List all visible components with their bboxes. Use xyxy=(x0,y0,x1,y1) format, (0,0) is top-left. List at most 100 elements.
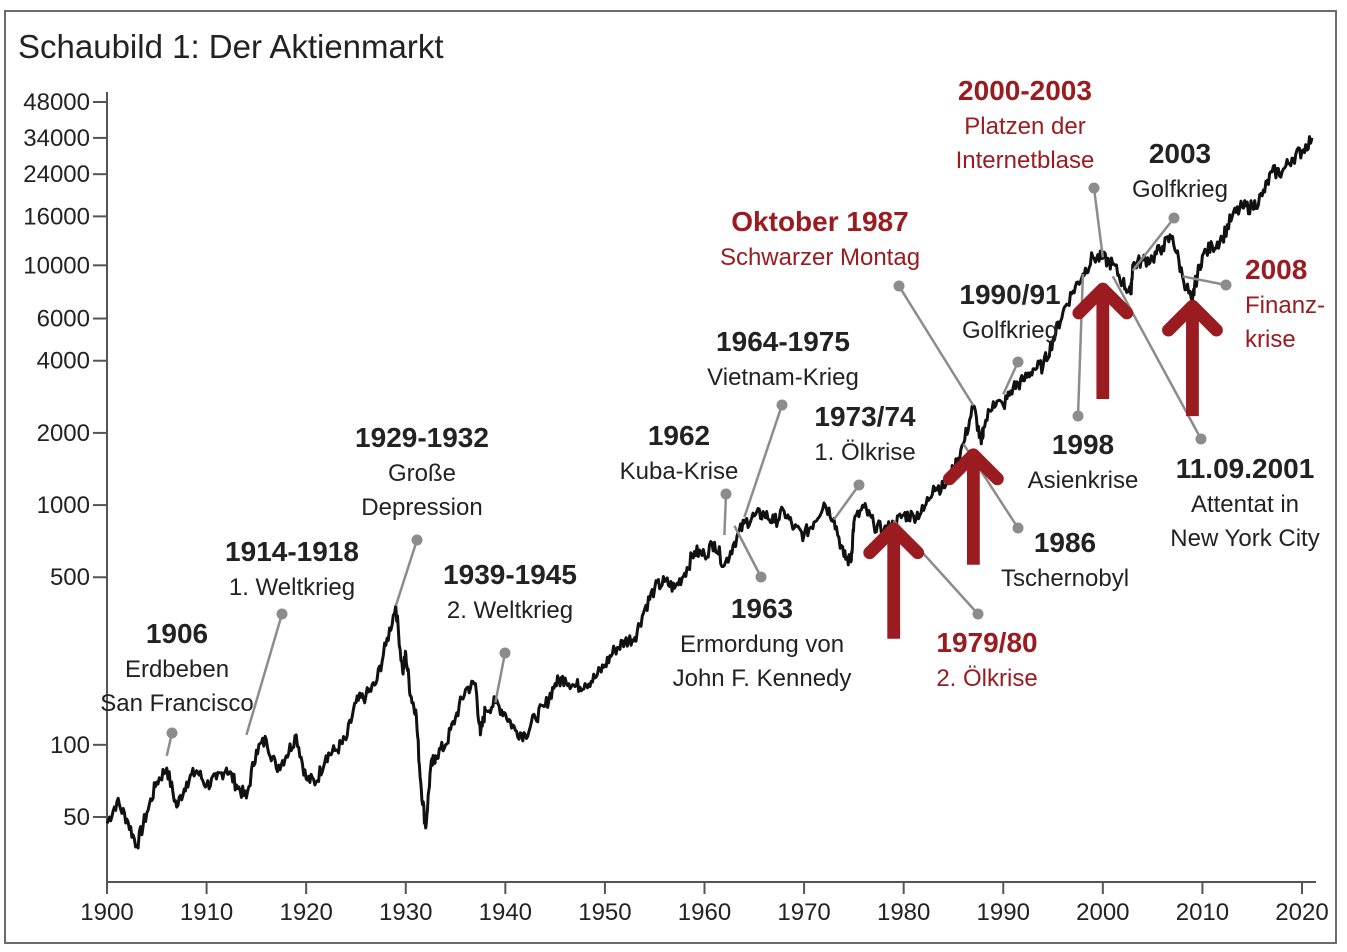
chart-frame xyxy=(4,10,1337,944)
annotation-text-label: Internetblase xyxy=(956,147,1095,174)
annotation-pointer-dot xyxy=(1195,433,1207,445)
annotation-year-label: 1964-1975 xyxy=(716,326,850,357)
annotation-pointer-dot xyxy=(411,534,423,546)
annotation-pointer-dot xyxy=(166,727,178,739)
annotation-text-label: New York City xyxy=(1170,525,1319,552)
x-tick-label: 1930 xyxy=(379,899,432,926)
annotation-text-label: Ermordung von xyxy=(680,631,844,658)
crisis-up-arrow xyxy=(863,522,925,639)
annotation-text-label: John F. Kennedy xyxy=(673,665,852,692)
annotation-year-label: 2008 xyxy=(1245,254,1307,285)
annotation-pointer-dot xyxy=(776,399,788,411)
annotation-text-label: 2. Weltkrieg xyxy=(447,597,573,624)
annotation-pointer-dot xyxy=(1012,522,1024,534)
annotation-text-label: 1. Ölkrise xyxy=(814,439,915,466)
annotation-pointer-dot xyxy=(1012,356,1024,368)
annotation-text-label: Kuba-Krise xyxy=(620,458,739,485)
y-tick-label: 24000 xyxy=(23,161,90,188)
annotation-text-label: Golfkrieg xyxy=(962,317,1058,344)
y-tick-label: 2000 xyxy=(37,420,90,447)
x-tick-label: 1950 xyxy=(578,899,631,926)
annotation-text-label: 2. Ölkrise xyxy=(936,665,1037,692)
annotation-pointer-dot xyxy=(1088,182,1100,194)
crisis-up-arrow xyxy=(1162,299,1223,417)
annotation-year-label: Oktober 1987 xyxy=(731,206,908,237)
x-tick-label: 1970 xyxy=(777,899,830,926)
annotation-text-label: Große xyxy=(388,460,456,487)
annotation-pointer-line xyxy=(1182,275,1227,287)
annotation-pointer-line xyxy=(723,493,728,536)
annotation-pointer-line xyxy=(494,652,507,703)
annotation-year-label: 11.09.2001 xyxy=(1176,453,1315,484)
x-tick-label: 1990 xyxy=(977,899,1030,926)
annotation-text-label: Golfkrieg xyxy=(1132,176,1228,203)
y-tick-label: 10000 xyxy=(23,252,90,279)
annotation-year-label: 1962 xyxy=(648,420,710,451)
y-tick-label: 500 xyxy=(50,564,90,591)
index-series-line xyxy=(105,135,1314,850)
annotation-text-label: Asienkrise xyxy=(1028,467,1139,494)
y-tick-label: 4000 xyxy=(37,348,90,375)
annotation-year-label: 2003 xyxy=(1149,138,1211,169)
annotation-labels: 1906 Erdbeben San Francisco 1914-1918 1. Wel… xyxy=(100,75,1325,717)
x-tick-label: 1920 xyxy=(279,899,332,926)
annotation-year-label: 1986 xyxy=(1034,527,1096,558)
series-layer xyxy=(105,135,1314,850)
annotation-text-label: Tschernobyl xyxy=(1001,565,1129,592)
arrow-head xyxy=(942,448,1004,486)
x-tick-label: 1960 xyxy=(678,899,731,926)
arrow-head xyxy=(863,522,925,560)
annotation-text-label: 1. Weltkrieg xyxy=(229,574,355,601)
annotation-year-label: 1990/91 xyxy=(959,279,1060,310)
annotation-year-label: 2000-2003 xyxy=(958,75,1092,106)
y-tick-label: 100 xyxy=(50,732,90,759)
annotation-pointer-dot xyxy=(1072,410,1084,422)
annotation-pointer-line xyxy=(245,613,284,736)
annotation-year-label: 1929-1932 xyxy=(355,422,489,453)
annotation-year-label: 1979/80 xyxy=(936,627,1037,658)
annotation-year-label: 1939-1945 xyxy=(443,559,577,590)
crisis-up-arrow xyxy=(942,448,1004,565)
annotation-pointer-line xyxy=(1092,187,1105,258)
y-tick-label: 50 xyxy=(63,804,90,831)
y-tick-label: 16000 xyxy=(23,203,90,230)
axes: 50 100 500 1000 2000 4000 6000 10000 16000 24000 3… xyxy=(23,89,1328,926)
annotation-year-label: 1906 xyxy=(146,618,208,649)
annotation-year-label: 1973/74 xyxy=(814,401,916,432)
annotation-pointer-line xyxy=(1131,217,1175,272)
annotation-year-label: 1914-1918 xyxy=(225,536,359,567)
annotation-pointer-line xyxy=(733,525,763,578)
annotation-text-label: Attentat in xyxy=(1191,491,1299,518)
annotation-text-label: Depression xyxy=(361,494,482,521)
annotation-pointer-line xyxy=(743,404,784,518)
annotation-text-label: Erdbeben xyxy=(125,656,229,683)
x-tick-label: 2010 xyxy=(1176,899,1229,926)
annotation-pointer-dot xyxy=(1168,212,1180,224)
annotation-text-label: Finanz- xyxy=(1245,292,1325,319)
y-tick-label: 48000 xyxy=(23,89,90,116)
annotation-pointer-line xyxy=(897,285,975,407)
annotation-year-label: 1998 xyxy=(1052,429,1114,460)
annotation-pointer-dot xyxy=(893,280,905,292)
annotation-pointer-line xyxy=(832,484,861,521)
annotation-pointer-line xyxy=(1076,273,1085,417)
annotation-pointer-dot xyxy=(972,608,984,620)
arrow-head xyxy=(1162,299,1223,337)
annotation-text-label: Vietnam-Krieg xyxy=(707,364,859,391)
crisis-arrows xyxy=(863,282,1223,639)
annotation-text-label: Schwarzer Montag xyxy=(720,244,920,271)
y-tick-label: 1000 xyxy=(37,492,90,519)
y-tick-label: 6000 xyxy=(37,306,90,333)
annotation-pointer-dot xyxy=(853,479,865,491)
x-tick-label: 2000 xyxy=(1076,899,1129,926)
annotation-year-label: 1963 xyxy=(731,593,793,624)
annotation-pointer-dot xyxy=(499,647,511,659)
arrow-head xyxy=(1072,282,1134,320)
x-tick-label: 1940 xyxy=(479,899,532,926)
annotation-pointer-line xyxy=(394,539,419,607)
annotation-text-label: krise xyxy=(1245,326,1296,353)
x-tick-label: 1900 xyxy=(80,899,133,926)
annotation-pointer-line xyxy=(1002,361,1020,395)
x-tick-label: 2020 xyxy=(1275,899,1328,926)
